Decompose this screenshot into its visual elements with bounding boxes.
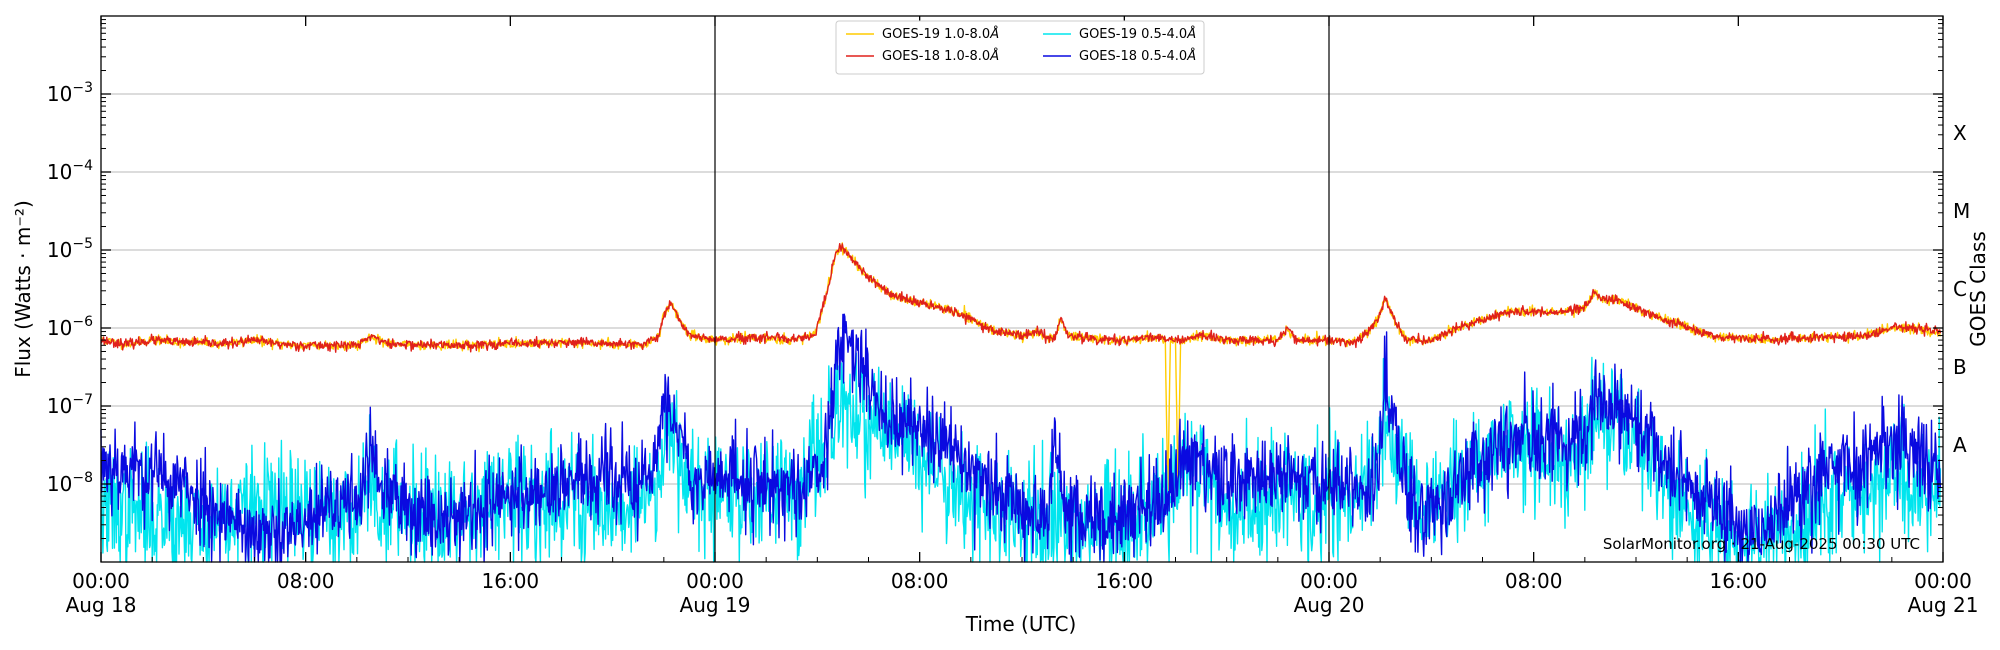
legend-entry: GOES-19 1.0-8.0Å xyxy=(882,26,999,42)
series-line xyxy=(100,242,1942,353)
legend-entry: GOES-18 1.0-8.0Å xyxy=(882,48,999,64)
x-tick-label: 16:00 xyxy=(482,569,540,593)
y-tick-label: 10−4 xyxy=(47,158,93,184)
y-tick-labels: 10−8 10−7 10−6 10−5 10−4 10−3 xyxy=(47,80,93,496)
legend-entry: GOES-19 0.5-4.0Å xyxy=(1079,26,1196,42)
x-tick-label: 16:00 xyxy=(1710,569,1768,593)
x-tick-label: 08:00 xyxy=(891,569,949,593)
x-tick-label: 08:00 xyxy=(277,569,335,593)
legend: GOES-19 1.0-8.0Å GOES-18 1.0-8.0Å GOES-19 … xyxy=(835,20,1205,75)
y-tick-label: 10−3 xyxy=(47,80,93,106)
x-tick-label: 16:00 xyxy=(1096,569,1154,593)
x-tick-date-label: Aug 21 xyxy=(1908,593,1979,617)
goes-class-label: C xyxy=(1953,277,1967,301)
x-tick-label: 08:00 xyxy=(1505,569,1563,593)
y-tick-label: 10−6 xyxy=(47,314,93,340)
goes-class-label: B xyxy=(1953,355,1967,379)
y-axis-label: Flux (Watts · m⁻²) xyxy=(11,200,35,378)
axis-ticks xyxy=(100,16,1944,562)
x-axis-label: Time (UTC) xyxy=(965,612,1077,636)
x-tick-date-label: Aug 18 xyxy=(66,593,137,617)
legend-box xyxy=(835,20,1205,75)
y-tick-label: 10−8 xyxy=(47,470,93,496)
goes-class-label: X xyxy=(1953,121,1967,145)
x-tick-date-label: Aug 19 xyxy=(680,593,751,617)
right-axis-label: GOES Class xyxy=(1966,231,1990,347)
credit-text: SolarMonitor.org · 21-Aug-2025 00:30 UTC xyxy=(1603,535,1920,553)
x-tick-label: 00:00 xyxy=(72,569,130,593)
goes-class-labels: A B C M X xyxy=(1953,121,1970,457)
y-tick-label: 10−5 xyxy=(47,236,93,262)
x-tick-label: 00:00 xyxy=(686,569,744,593)
x-tick-date-label: Aug 20 xyxy=(1294,593,1365,617)
y-tick-label: 10−7 xyxy=(47,392,93,418)
grid-lines xyxy=(101,93,1943,485)
x-tick-label: 00:00 xyxy=(1914,569,1972,593)
legend-entry: GOES-18 0.5-4.0Å xyxy=(1079,48,1196,64)
day-dividers xyxy=(714,16,1330,562)
x-tick-label: 00:00 xyxy=(1300,569,1358,593)
series-lines xyxy=(100,242,1942,563)
goes-class-label: M xyxy=(1953,199,1970,223)
goes-class-label: A xyxy=(1953,433,1967,457)
series-line xyxy=(100,313,1942,563)
